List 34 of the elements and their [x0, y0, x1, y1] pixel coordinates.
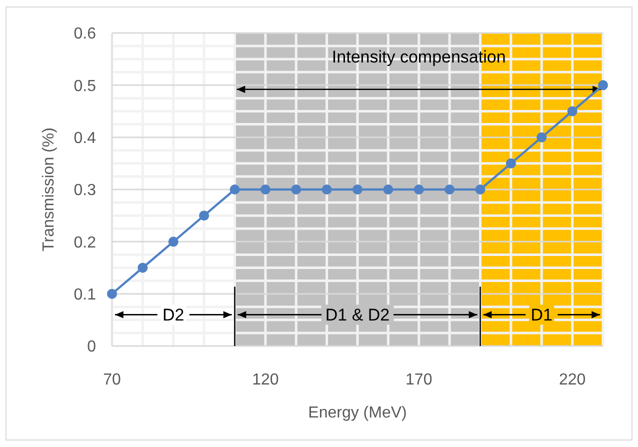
point — [567, 106, 578, 116]
y-tick-label: 0.5 — [74, 78, 96, 95]
x-tick-label: 220 — [558, 372, 586, 389]
x-tick-label: 120 — [252, 372, 279, 389]
point — [168, 236, 178, 247]
x-axis-title: Energy (MeV) — [308, 404, 407, 422]
point — [536, 132, 547, 142]
point — [138, 262, 148, 273]
y-tick-label: 0.2 — [74, 234, 96, 252]
annotation: D2 — [162, 306, 184, 325]
y-tick-label: 0.4 — [74, 130, 96, 147]
point — [383, 184, 394, 194]
point — [414, 184, 424, 194]
point — [260, 184, 270, 194]
point — [475, 184, 486, 194]
y-tick-label: 0 — [87, 338, 96, 356]
point — [322, 184, 332, 194]
band-label: D1 & D2 — [325, 306, 390, 325]
band-label: D1 — [530, 306, 552, 325]
point — [199, 210, 210, 221]
y-tick-label: 0.6 — [74, 26, 96, 43]
x-tick-label: 70 — [103, 372, 121, 389]
y-tick-label: 0.1 — [74, 286, 96, 304]
point — [352, 184, 362, 194]
point — [230, 184, 240, 194]
point — [444, 184, 455, 194]
y-axis-title: Transmission (%) — [40, 128, 58, 252]
point — [598, 80, 608, 90]
y-tick-label: 0.3 — [74, 182, 96, 200]
annotation: Intensity compensation — [332, 47, 506, 66]
point — [291, 184, 302, 194]
point — [506, 158, 516, 168]
point — [107, 288, 117, 299]
x-tick-label: 170 — [406, 372, 432, 389]
